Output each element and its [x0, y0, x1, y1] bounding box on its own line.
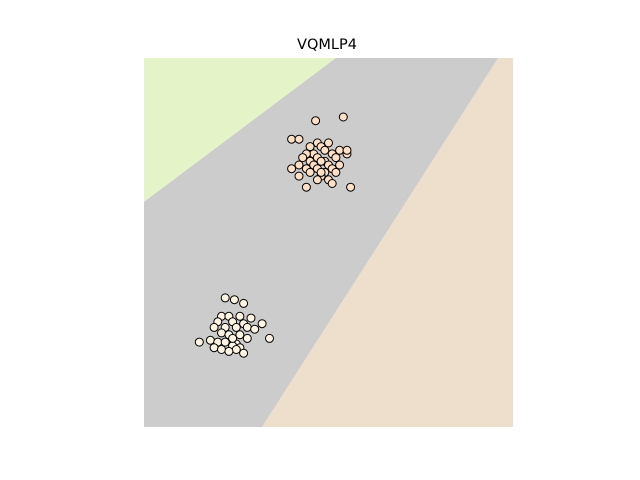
scatter-point-s0-34: [312, 175, 322, 185]
scatter-point-s0-5: [324, 138, 333, 148]
scatter-point-s0-29: [305, 167, 315, 177]
scatter-point-s0-39: [316, 167, 326, 177]
scatter-point-s1-10: [257, 319, 267, 329]
data-points: [194, 112, 356, 358]
scatter-point-s1-15: [250, 324, 260, 334]
scatter-point-s1-5: [235, 311, 245, 321]
scatter-point-s1-2: [239, 298, 249, 308]
scatter-point-s0-9: [320, 145, 330, 155]
plot-area: [144, 58, 513, 427]
scatter-point-s0-2: [287, 134, 297, 144]
scatter-point-s1-30: [231, 345, 241, 354]
scatter-point-s0-6: [305, 142, 315, 152]
scatter-point-s1-6: [246, 313, 256, 323]
scatter-point-s1-29: [217, 345, 226, 354]
scatter-point-s1-32: [239, 348, 249, 358]
scatter-point-s0-8: [335, 145, 345, 155]
scatter-point-s1-26: [209, 343, 219, 353]
scatter-point-s0-37: [327, 179, 337, 188]
scatter-point-s1-0: [220, 293, 230, 303]
scatter-point-s1-16: [217, 328, 226, 338]
scatter-point-s0-1: [338, 112, 348, 122]
scatter-point-s0-16: [331, 153, 341, 163]
scatter-point-s1-18: [235, 330, 245, 340]
scatter-point-s0-21: [294, 160, 304, 170]
scatter-point-s1-31: [224, 346, 234, 356]
scatter-point-s1-14: [242, 322, 252, 332]
scatter-point-s0-14: [298, 153, 308, 163]
scatter-point-s1-33: [228, 333, 238, 343]
scatter-point-s0-38: [301, 182, 311, 192]
scatter-point-s1-1: [229, 295, 239, 305]
scatter-point-s0-31: [342, 145, 352, 155]
decision-regions: [144, 58, 513, 427]
scatter-point-s1-19: [194, 337, 204, 347]
scatter-point-s1-22: [220, 337, 230, 347]
scatter-point-s1-24: [242, 333, 252, 343]
scatter-point-s1-25: [265, 333, 274, 343]
scatter-point-s0-3: [294, 134, 304, 144]
chart-title: VQMLP4: [297, 37, 357, 53]
scatter-point-s0-19: [316, 156, 326, 166]
scatter-point-s0-35: [346, 182, 356, 192]
scatter-point-s0-36: [287, 164, 297, 174]
scatter-point-s1-20: [205, 335, 215, 345]
scatter-point-s1-11: [209, 322, 219, 332]
scatter-point-s0-32: [294, 171, 304, 181]
decision-region-2: [262, 58, 513, 427]
scatter-point-s0-28: [331, 167, 341, 177]
scatter-point-s1-13: [231, 322, 241, 332]
scatter-point-s0-23: [335, 160, 345, 170]
scatter-point-s0-0: [311, 116, 321, 126]
